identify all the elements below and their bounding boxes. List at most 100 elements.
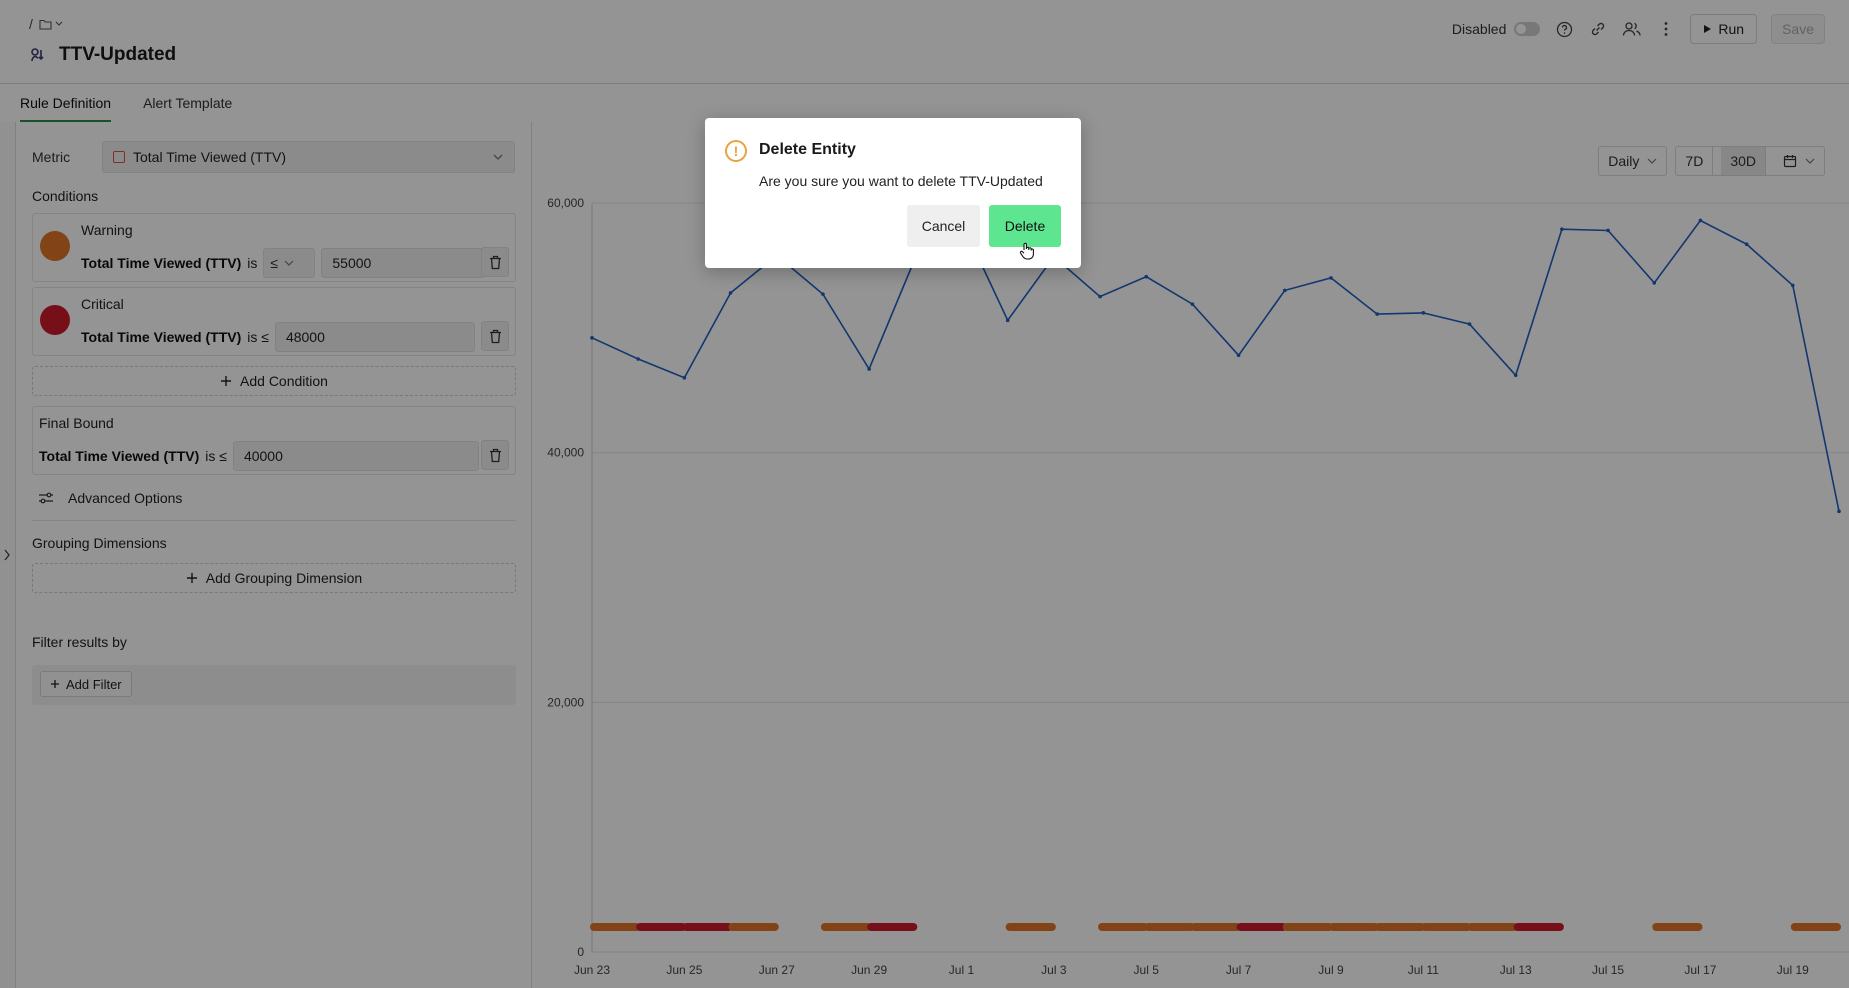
warning-severity-dot [40, 231, 70, 261]
folder-dropdown[interactable] [39, 19, 63, 30]
series-point [1190, 302, 1195, 306]
granularity-select[interactable]: Daily [1598, 146, 1668, 176]
add-condition-label: Add Condition [240, 373, 328, 389]
critical-condition-metric: Total Time Viewed (TTV) [81, 329, 242, 345]
metric-value: Total Time Viewed (TTV) [133, 149, 287, 165]
delete-final-bound-button[interactable] [481, 440, 509, 470]
sliders-icon [39, 492, 53, 504]
x-tick-label: Jul 11 [1408, 963, 1439, 977]
date-range-group: 7D 30D [1675, 146, 1825, 176]
warning-condition-card: Warning Total Time Viewed (TTV) is ≤ 550… [32, 213, 516, 282]
series-point [1421, 311, 1426, 315]
y-tick-label: 40,000 [547, 446, 584, 460]
tab-alert-template[interactable]: Alert Template [143, 95, 233, 111]
plus-icon [51, 680, 59, 688]
delete-warning-button[interactable] [481, 247, 509, 277]
critical-condition-op: is ≤ [247, 329, 269, 345]
add-grouping-dimension-label: Add Grouping Dimension [205, 570, 363, 586]
x-tick-label: Jul 17 [1684, 963, 1716, 977]
add-filter-button[interactable]: Add Filter [40, 671, 132, 697]
warning-operator-select[interactable]: ≤ [263, 248, 316, 278]
x-tick-label: Jul 1 [949, 963, 975, 977]
series-point [636, 357, 640, 361]
delete-button[interactable]: Delete [989, 205, 1061, 247]
expand-sidebar-icon[interactable] [3, 549, 11, 561]
chart-controls: Daily 7D 30D [1598, 146, 1825, 176]
play-icon [1704, 25, 1712, 33]
x-tick-label: Jul 3 [1041, 963, 1067, 977]
add-grouping-dimension-button[interactable]: Add Grouping Dimension [32, 563, 516, 593]
warning-condition-name: Warning [81, 222, 133, 238]
series-point [1282, 288, 1287, 293]
series-point [1652, 281, 1657, 285]
granularity-value: Daily [1608, 153, 1640, 169]
critical-condition-expression: Total Time Viewed (TTV) is ≤ 48000 [81, 322, 475, 352]
enabled-toggle[interactable] [1514, 22, 1541, 36]
run-button-label: Run [1718, 21, 1745, 37]
warning-operator-value: ≤ [270, 255, 279, 271]
metric-chart-icon [113, 151, 125, 163]
series-line [591, 219, 1840, 512]
more-options-icon[interactable] [1656, 19, 1676, 39]
series-point [1144, 274, 1149, 279]
hand-cursor-icon [1019, 242, 1034, 260]
status-label: Disabled [1451, 21, 1507, 37]
series-point [682, 375, 687, 380]
series-point [1236, 353, 1241, 358]
breadcrumb: / [29, 16, 63, 32]
series-point [1606, 228, 1610, 233]
metric-row: Metric Total Time Viewed (TTV) [32, 141, 515, 173]
series-point [1791, 283, 1795, 288]
metric-select[interactable]: Total Time Viewed (TTV) [102, 141, 515, 173]
final-bound-expression: Total Time Viewed (TTV) is ≤ 40000 [39, 441, 479, 471]
final-bound-input[interactable]: 40000 [232, 441, 479, 471]
dialog-title: Delete Entity [759, 141, 856, 158]
plus-icon [221, 376, 232, 386]
calendar-icon [1783, 155, 1797, 168]
chevron-down-icon [1805, 158, 1815, 164]
y-tick-label: 20,000 [547, 695, 584, 709]
advanced-divider [32, 520, 516, 521]
cancel-button[interactable]: Cancel [907, 205, 980, 247]
tab-bar: Rule Definition Alert Template [20, 88, 232, 122]
filter-box: Add Filter [32, 665, 516, 705]
range-30d-button[interactable]: 30D [1721, 147, 1766, 175]
rule-icon [31, 48, 44, 62]
delete-critical-button[interactable] [481, 321, 509, 351]
series-point [590, 336, 594, 340]
help-icon[interactable] [1554, 19, 1574, 39]
grouping-title: Grouping Dimensions [32, 535, 167, 551]
chevron-down-icon [493, 154, 503, 160]
link-icon[interactable] [1588, 19, 1608, 39]
critical-condition-card: Critical Total Time Viewed (TTV) is ≤ 48… [32, 287, 516, 356]
breadcrumb-root[interactable]: / [29, 16, 33, 32]
series-point [821, 292, 825, 296]
warning-icon: ! [725, 140, 747, 162]
dialog-message: Are you sure you want to delete TTV-Upda… [759, 173, 1043, 189]
x-tick-label: Jul 15 [1592, 963, 1624, 977]
delete-entity-dialog: ! Delete Entity Are you sure you want to… [705, 118, 1081, 268]
x-tick-label: Jul 7 [1226, 963, 1252, 977]
series-point [1005, 318, 1010, 323]
users-icon[interactable] [1622, 19, 1642, 39]
x-tick-label: Jul 9 [1318, 963, 1344, 977]
tab-rule-definition[interactable]: Rule Definition [20, 88, 112, 122]
range-7d-button[interactable]: 7D [1676, 147, 1714, 175]
final-bound-metric: Total Time Viewed (TTV) [39, 448, 200, 464]
page-title: TTV-Updated [59, 44, 177, 65]
add-condition-button[interactable]: Add Condition [32, 366, 516, 396]
advanced-options-toggle[interactable]: Advanced Options [38, 490, 516, 506]
series-point [1375, 312, 1379, 316]
save-button[interactable]: Save [1771, 14, 1825, 44]
warning-condition-is: is [247, 255, 258, 271]
date-picker-button[interactable] [1774, 147, 1824, 175]
critical-threshold-input[interactable]: 48000 [274, 322, 475, 352]
run-button[interactable]: Run [1690, 14, 1758, 44]
ttv-line-chart: 0 20,000 40,000 60,000 Jun 23 Jun 25 Jun 27 Jun… [547, 196, 1849, 977]
series-point [1744, 242, 1749, 246]
chevron-down-icon [1647, 158, 1657, 164]
x-tick-label: Jul 19 [1777, 963, 1809, 977]
chevron-down-icon [284, 260, 294, 266]
series-point [1513, 373, 1518, 378]
x-tick-label: Jun 23 [574, 963, 610, 977]
